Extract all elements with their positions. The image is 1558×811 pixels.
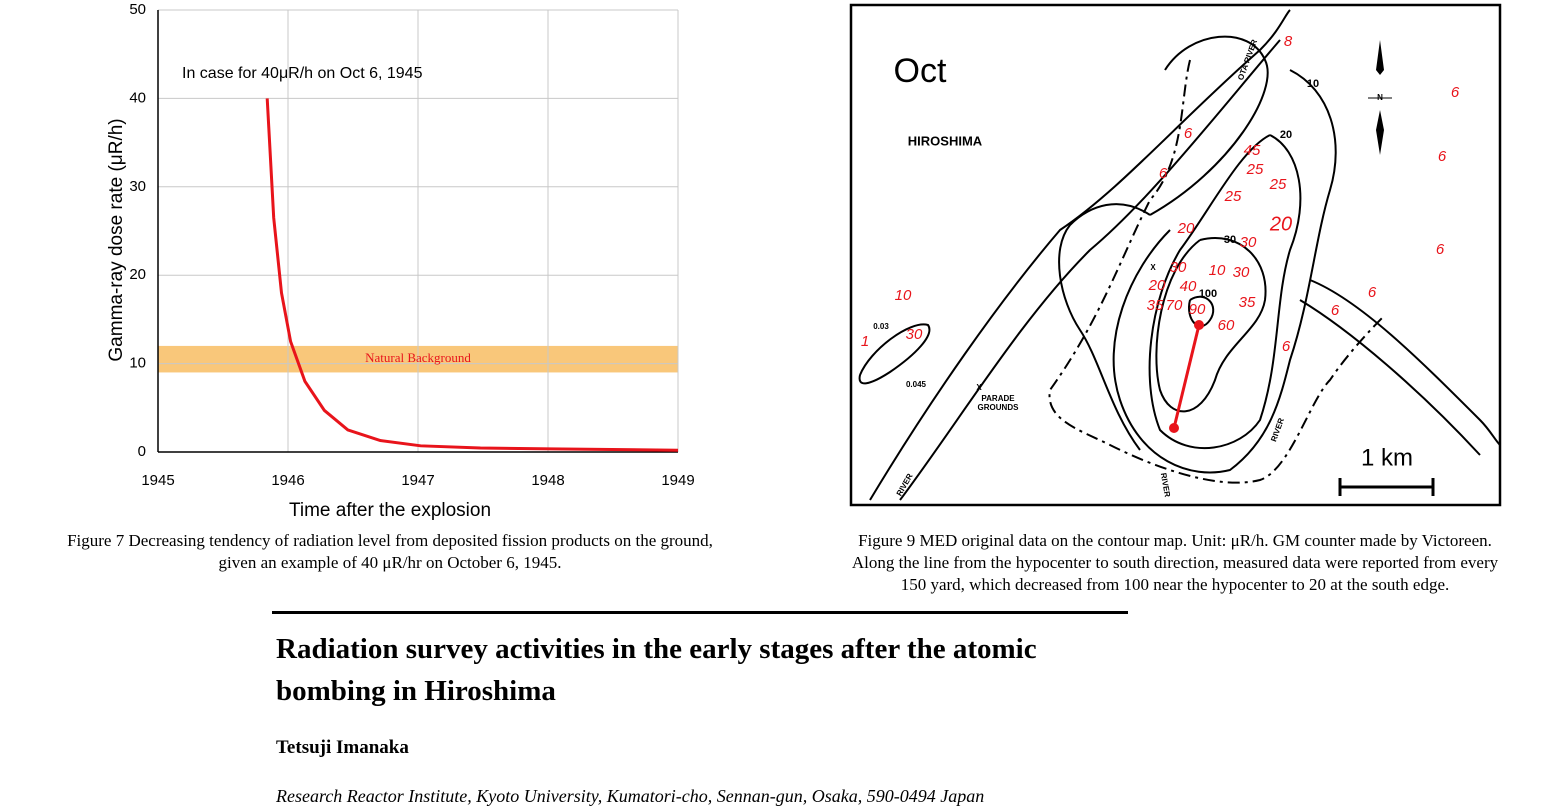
contour (1148, 134, 1302, 450)
map-feature: X (976, 383, 982, 392)
contour-label: 0.045 (906, 380, 927, 389)
river-bank (869, 9, 1291, 501)
north-arrow (1368, 40, 1392, 155)
map-reading: 10 (1209, 262, 1226, 279)
x-tick-label: 1947 (401, 472, 434, 489)
caption-line: Figure 7 Decreasing tendency of radiatio… (67, 531, 713, 550)
article-title: Radiation survey activities in the early… (276, 628, 1037, 712)
map-reading: 6 (1184, 125, 1193, 142)
map-reading: 10 (895, 287, 912, 304)
map-feature: N (1377, 93, 1383, 102)
map-reading: 8 (1284, 33, 1293, 50)
map-reading: 6 (1159, 165, 1168, 182)
map-reading: 35 (1147, 297, 1164, 314)
map-reading: 6 (1436, 241, 1445, 258)
map-reading: 20 (1269, 213, 1292, 235)
survey-line (1172, 324, 1201, 429)
annotation: In case for 40μR/h on Oct 6, 1945 (182, 65, 423, 82)
map-feature: PARADE (981, 394, 1015, 403)
figure7-caption: Figure 7 Decreasing tendency of radiatio… (0, 530, 780, 574)
map-scale: 1 km (1361, 444, 1413, 471)
contour-label: 30 (1224, 234, 1236, 246)
map-reading: 20 (1177, 220, 1195, 237)
scale-bar (1338, 478, 1435, 496)
y-tick-label: 20 (129, 266, 146, 283)
x-tick-label: 1946 (271, 472, 304, 489)
map-feature: RIVER (1269, 417, 1286, 443)
contours (858, 9, 1501, 501)
contour-label: 100 (1199, 288, 1217, 300)
figure9-caption: Figure 9 MED original data on the contou… (780, 530, 1558, 596)
map-reading: 6 (1438, 148, 1447, 165)
map-feature: RIVER (1159, 472, 1172, 498)
x-tick-label: 1948 (531, 472, 564, 489)
caption-line: Figure 9 MED original data on the contou… (858, 531, 1492, 550)
x-axis-title: Time after the explosion (289, 500, 491, 521)
river-bank (899, 39, 1281, 501)
map-frame (849, 3, 1502, 507)
map-reading: 35 (1239, 294, 1256, 311)
map-feature: OTA RIVER (1236, 38, 1259, 81)
map-reading: 20 (1148, 277, 1166, 294)
map-feature: X (1150, 263, 1156, 272)
map-reading: 6 (1368, 284, 1377, 301)
map-reading: 90 (1189, 301, 1206, 318)
x-tick-label: 1949 (661, 472, 694, 489)
map-reading: 30 (1240, 234, 1257, 251)
y-tick-label: 30 (129, 178, 146, 195)
contour (1149, 35, 1269, 216)
data-line (265, 98, 679, 452)
map-reading: 25 (1269, 176, 1287, 193)
map-reading: 45 (1244, 142, 1261, 159)
map-reading: 60 (1218, 317, 1235, 334)
contour (1112, 69, 1337, 474)
map-reading: 6 (1451, 84, 1460, 101)
title-line: Radiation survey activities in the early… (276, 633, 1037, 665)
separator (272, 611, 1128, 614)
y-tick-label: 0 (138, 443, 146, 460)
author: Tetsuji Imanaka (276, 737, 409, 758)
y-axis-title: Gamma-ray dose rate (μR/h) (106, 118, 127, 361)
map-reading: 25 (1246, 161, 1264, 178)
y-tick-label: 10 (129, 355, 146, 372)
contour-label: 20 (1280, 129, 1292, 141)
caption-line: Along the line from the hypocenter to so… (851, 553, 1499, 572)
contour-label: 10 (1307, 78, 1319, 90)
affiliation: Research Reactor Institute, Kyoto Univer… (276, 786, 985, 806)
contour (1058, 203, 1151, 451)
map-title: Oct (894, 52, 947, 90)
y-tick-label: 40 (129, 89, 146, 106)
map-reading: 6 (1331, 302, 1340, 319)
map-reading: 40 (1180, 278, 1197, 295)
south-edge (1169, 423, 1179, 433)
caption-line: given an example of 40 μR/hr on October … (218, 553, 562, 572)
contour-label: 0.03 (873, 322, 889, 331)
caption-line: 150 yard, which decreased from 100 near … (900, 575, 1450, 594)
band-label: Natural Background (365, 350, 471, 365)
map-feature: GROUNDS (978, 403, 1020, 412)
map-reading: 30 (906, 326, 923, 343)
y-tick-label: 50 (129, 1, 146, 18)
contour (1155, 237, 1267, 413)
map-reading: 30 (1233, 264, 1250, 281)
x-tick-label: 1945 (141, 472, 174, 489)
map-reading: 1 (861, 333, 869, 350)
river-bank (1309, 279, 1501, 446)
map-place: HIROSHIMA (908, 133, 983, 148)
map-reading: 25 (1224, 188, 1242, 205)
contour (858, 323, 931, 385)
title-line: bombing in Hiroshima (276, 675, 556, 707)
figure7-chart: 0 10 20 30 40 50 1945 1946 1947 1948 1949 Natural B… (106, 1, 695, 521)
map-reading: 30 (1170, 259, 1187, 276)
river-bank (1299, 299, 1481, 456)
map-reading: 70 (1166, 297, 1183, 314)
map-reading: 6 (1282, 338, 1291, 355)
hypocenter (1194, 320, 1204, 330)
contour (1188, 295, 1215, 328)
